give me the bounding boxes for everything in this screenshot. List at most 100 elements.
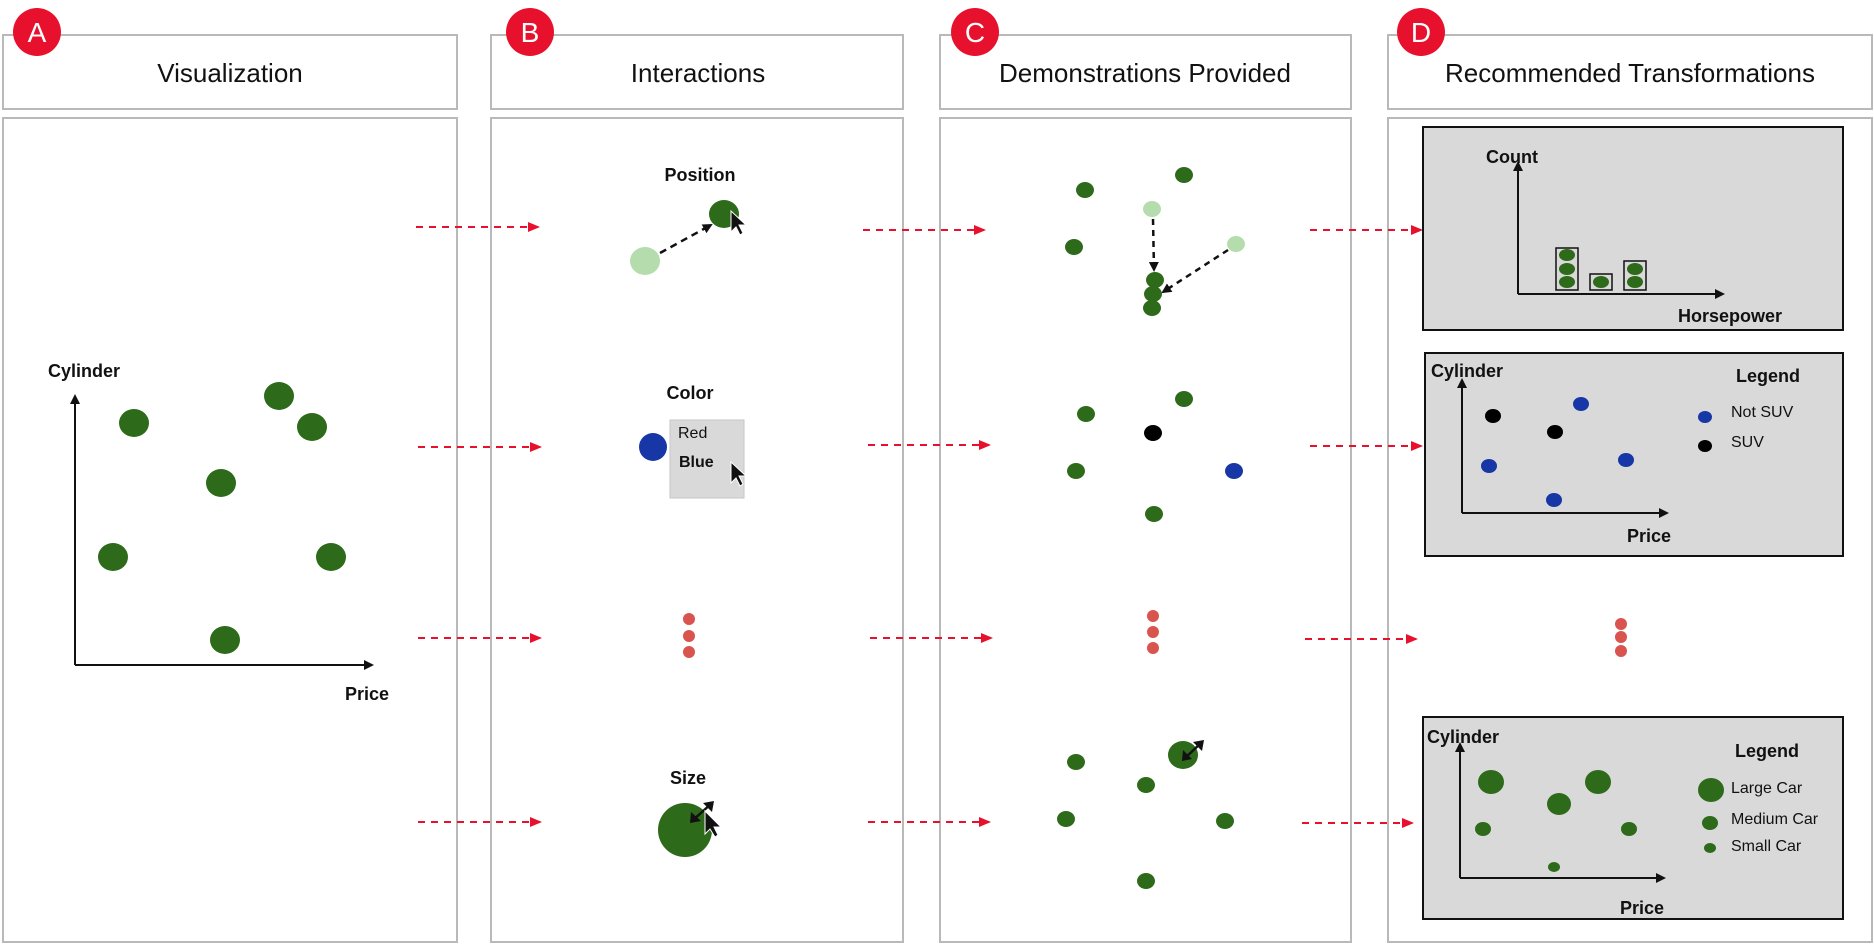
more-recommendations xyxy=(1615,618,1627,657)
column-title-c: Demonstrations Provided xyxy=(999,58,1291,88)
cursor-icon xyxy=(730,209,748,236)
data-point xyxy=(206,469,236,497)
ellipsis-icon xyxy=(1147,610,1159,622)
badge-d-letter: D xyxy=(1411,17,1431,48)
data-point xyxy=(1067,754,1085,770)
data-point xyxy=(1573,397,1589,411)
legend-swatch xyxy=(1698,411,1712,423)
legend-item: SUV xyxy=(1731,434,1764,451)
x-axis-label: Horsepower xyxy=(1678,306,1782,326)
column-title-d: Recommended Transformations xyxy=(1445,58,1815,88)
legend: Legend Large Car Medium Car Small Car xyxy=(1698,741,1819,855)
data-point xyxy=(1481,459,1497,473)
recommendation-box xyxy=(1424,352,1844,557)
color-option-blue: Blue xyxy=(679,454,714,471)
interaction-size: Size xyxy=(658,768,723,857)
recommendation-histogram: Count Horsepower xyxy=(1422,126,1844,331)
data-point-recolored xyxy=(639,433,667,461)
data-point xyxy=(297,413,327,441)
interaction-position: Position xyxy=(630,165,748,275)
legend-item: Large Car xyxy=(1731,780,1803,797)
demo-position xyxy=(1065,167,1245,316)
data-point xyxy=(1475,822,1491,836)
recommendation-size-plot: Cylinder Price Legend Large Car Medium C… xyxy=(1422,716,1844,920)
data-point-original xyxy=(630,247,660,275)
more-demonstrations xyxy=(1147,610,1159,654)
recommendation-box xyxy=(1422,716,1844,920)
legend-item: Small Car xyxy=(1731,838,1802,855)
data-point xyxy=(1216,813,1234,829)
data-point-original xyxy=(1143,201,1161,217)
data-point xyxy=(1077,406,1095,422)
data-point xyxy=(1478,770,1504,794)
column-header-c: Demonstrations Provided xyxy=(939,34,1352,110)
legend-item: Not SUV xyxy=(1731,404,1794,421)
y-axis-label: Cylinder xyxy=(1427,727,1499,747)
data-point xyxy=(1547,425,1563,439)
column-body-a xyxy=(2,117,458,943)
demo-size xyxy=(1057,740,1234,889)
color-menu xyxy=(669,419,745,499)
column-title-b: Interactions xyxy=(631,58,765,88)
data-point xyxy=(1547,793,1571,815)
histogram-bin xyxy=(1589,273,1613,291)
interaction-color: Color Red Blue xyxy=(639,383,748,499)
position-label: Position xyxy=(665,165,736,185)
color-label: Color xyxy=(667,383,714,403)
data-point-original xyxy=(1227,236,1245,252)
data-point xyxy=(1546,493,1562,507)
demo-color xyxy=(1067,391,1243,522)
x-axis-label: Price xyxy=(1620,898,1664,918)
legend-swatch xyxy=(1698,440,1712,452)
y-axis-label: Cylinder xyxy=(48,361,120,381)
y-axis-label: Cylinder xyxy=(1431,361,1503,381)
drag-arrow xyxy=(1148,218,1159,272)
data-point xyxy=(210,626,240,654)
badge-a-letter: A xyxy=(28,17,47,48)
badge-a: A xyxy=(13,8,61,56)
column-body-b xyxy=(490,117,904,943)
data-point xyxy=(119,409,149,437)
flow-arrows xyxy=(416,222,1423,828)
column-header-b: Interactions xyxy=(490,34,904,110)
legend-swatch xyxy=(1704,843,1716,853)
data-point xyxy=(1175,167,1193,183)
data-point xyxy=(1137,873,1155,889)
visualization-scatter: Cylinder Price xyxy=(48,361,389,704)
legend-item: Medium Car xyxy=(1731,811,1819,828)
column-title-a: Visualization xyxy=(157,58,303,88)
data-point xyxy=(1175,391,1193,407)
legend-swatch xyxy=(1702,816,1718,830)
cursor-icon xyxy=(730,460,748,487)
legend-title: Legend xyxy=(1736,366,1800,386)
x-axis-label: Price xyxy=(345,684,389,704)
column-header-d: Recommended Transformations xyxy=(1387,34,1873,110)
data-point xyxy=(1485,409,1501,423)
badge-b-letter: B xyxy=(521,17,540,48)
histogram-bin xyxy=(1555,247,1579,291)
data-point xyxy=(1548,862,1560,872)
recommendation-color-plot: Cylinder Price Legend Not SUV SUV xyxy=(1424,352,1844,557)
legend: Legend Not SUV SUV xyxy=(1698,366,1800,452)
column-body-c xyxy=(939,117,1352,943)
data-point xyxy=(1076,182,1094,198)
column-header-a: Visualization xyxy=(2,34,458,110)
data-point-moved xyxy=(1144,286,1162,302)
resize-icon xyxy=(1182,740,1204,761)
data-point xyxy=(1067,463,1085,479)
cursor-icon xyxy=(704,809,723,838)
data-point-moved xyxy=(1143,300,1161,316)
drag-arrow xyxy=(1161,248,1229,294)
ellipsis-icon xyxy=(683,613,695,625)
color-option-red: Red xyxy=(678,425,707,442)
data-point xyxy=(1057,811,1075,827)
size-label: Size xyxy=(670,768,706,788)
data-point xyxy=(1145,506,1163,522)
more-interactions xyxy=(683,613,695,658)
legend-swatch xyxy=(1698,778,1724,802)
data-point-moved xyxy=(1146,272,1164,288)
histogram-bin xyxy=(1623,260,1647,291)
badge-b: B xyxy=(506,8,554,56)
data-point-recolored xyxy=(1225,463,1243,479)
